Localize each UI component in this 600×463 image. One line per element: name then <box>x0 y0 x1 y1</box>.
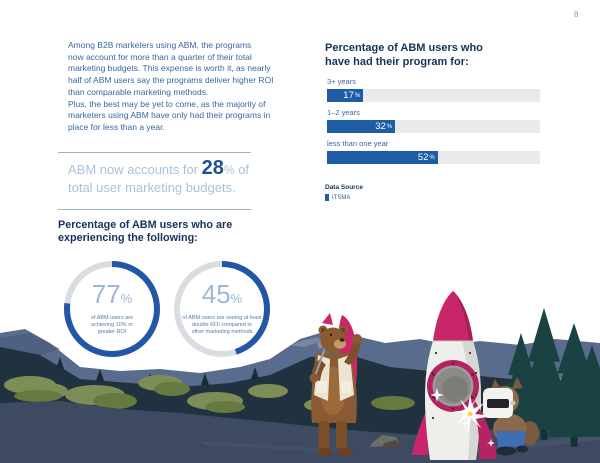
bar-category-label: 3+ years <box>327 77 356 86</box>
bar-fill: 32% <box>327 120 396 133</box>
donut-chart-45 <box>174 261 270 357</box>
donut-77-text: 77% of ABM users are achieving 10% or gr… <box>70 281 154 336</box>
landscape-illustration <box>0 291 600 463</box>
intro-paragraph: Among B2B marketers using ABM, the progr… <box>68 40 274 132</box>
divider-top <box>58 152 251 153</box>
percent-sign: % <box>386 123 393 130</box>
bar-chart-title: Percentage of ABM users who have had the… <box>325 42 483 68</box>
bar-track: 32% <box>327 120 540 133</box>
bar-value: 32 <box>375 121 386 132</box>
bar-fill: 17% <box>327 89 364 102</box>
bar-category-label: less than one year <box>327 139 389 148</box>
percent-sign: % <box>429 154 435 161</box>
callout-suffix: of <box>234 162 250 177</box>
percent-sign: % <box>354 92 361 99</box>
weld-spark-icon <box>452 395 495 447</box>
legend-source-text: ITSMA <box>332 194 351 201</box>
mask-visor <box>487 399 509 408</box>
page-number: 8 <box>574 10 579 19</box>
donut-45-value: 45% <box>201 279 243 309</box>
donut-section-heading: Percentage of ABM users who are experien… <box>58 219 233 244</box>
donut-ring <box>174 261 270 357</box>
percent-sign: % <box>230 291 243 306</box>
donut-ring <box>64 261 160 357</box>
donut-chart-77 <box>64 261 160 357</box>
sparkle-icon <box>430 388 444 402</box>
bar-category-label: 1–2 years <box>327 108 360 117</box>
bar-fill: 52% <box>327 151 438 164</box>
bar-track: 52% <box>327 151 540 164</box>
bar-chart: 3+ years 17% 1–2 years 32% less than one… <box>327 78 540 171</box>
donut-77-value: 77% <box>91 279 133 309</box>
divider-bottom <box>58 209 251 210</box>
donut-77-caption: of ABM users are achieving 10% or greate… <box>90 315 134 335</box>
sparkle-icon <box>461 419 469 427</box>
donut-45-caption: of ABM users are seeing at least double … <box>182 315 262 335</box>
rocks-illustration <box>370 435 402 448</box>
bar-value: 52 <box>417 152 429 163</box>
percent-sign: % <box>120 291 133 306</box>
callout-unit: % <box>223 163 235 177</box>
chart-legend: ITSMA <box>325 194 350 201</box>
rocket-illustration <box>412 291 482 460</box>
callout-pre: ABM now accounts for <box>68 162 202 177</box>
callout-line2: total user marketing budgets. <box>68 180 236 195</box>
raccoon-welder-illustration <box>466 377 539 456</box>
porthole-bolts <box>432 362 474 410</box>
legend-swatch <box>325 194 329 201</box>
budget-callout: ABM now accounts for 28% of total user m… <box>68 157 278 196</box>
bar-value: 17 <box>343 90 354 101</box>
bar-track: 17% <box>327 89 540 102</box>
bear-mascot-illustration <box>309 313 362 456</box>
donut-charts <box>64 261 270 357</box>
datasource-label: Data Source <box>325 184 363 191</box>
callout-value: 28 <box>201 157 224 179</box>
donut-45-text: 45% of ABM users are seeing at least dou… <box>172 281 272 336</box>
